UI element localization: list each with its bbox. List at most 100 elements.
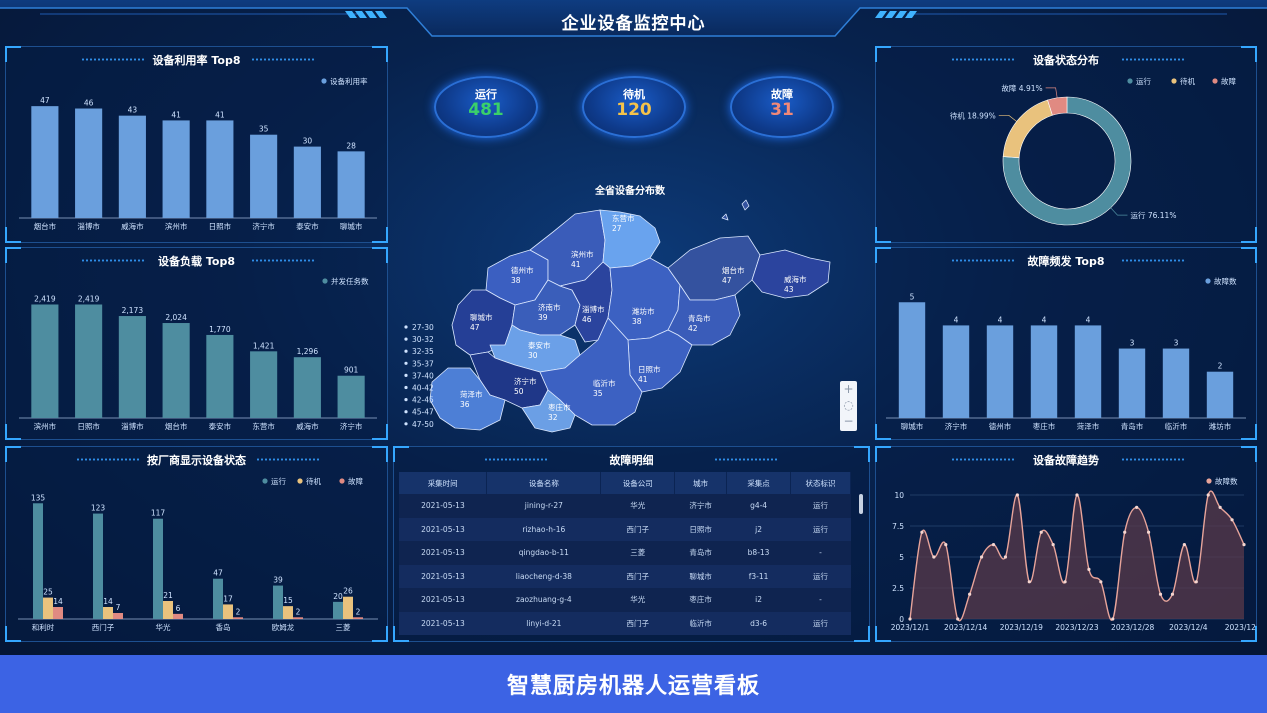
- bar: [213, 578, 223, 619]
- map-zoom-control: + ◌ −: [840, 381, 857, 431]
- map-region-heze[interactable]: [429, 367, 506, 431]
- x-tick-label: 西门子: [92, 623, 115, 632]
- bar: [986, 325, 1014, 418]
- table-header-cell: 状态标识: [790, 472, 851, 494]
- panel-fault-trend: 设备故障趋势 故障数 10 7.5 5 2.5 0 2023/12/1 2023/12/14 2…: [875, 446, 1257, 642]
- table-cell: liaocheng-d-38: [486, 564, 601, 588]
- legend-marker: [339, 478, 345, 484]
- data-point: [1218, 505, 1222, 509]
- donut-slice-label: 故障 4.91%: [1001, 83, 1042, 93]
- table-row[interactable]: 2021-05-13 linyi-d-21 西门子 临沂市 d3-6 运行: [399, 611, 851, 635]
- bar-value-label: 117: [151, 509, 166, 518]
- bar-value-label: 47: [40, 96, 50, 105]
- map-city-value: 36: [460, 400, 470, 409]
- map-city-value: 42: [688, 324, 698, 333]
- table-cell: -: [790, 541, 851, 565]
- bar-value-label: 4: [1086, 315, 1091, 324]
- bar: [1030, 325, 1058, 418]
- zoom-out-button[interactable]: −: [843, 414, 854, 428]
- x-tick-label: 日照市: [77, 421, 100, 431]
- bar: [337, 151, 365, 218]
- zoom-in-button[interactable]: +: [843, 382, 854, 396]
- bar-value-label: 25: [43, 588, 53, 597]
- status-running-value: 481: [468, 100, 504, 120]
- y-tick-label: 2.5: [892, 584, 904, 593]
- panel-title: 设备故障趋势: [1033, 454, 1099, 467]
- data-point: [1015, 493, 1019, 497]
- legend-marker: [1206, 478, 1212, 484]
- bar-value-label: 47: [213, 569, 223, 578]
- bar-value-label: 2: [296, 607, 301, 616]
- bar: [153, 518, 163, 619]
- table-header-cell: 采集点: [726, 472, 792, 494]
- bar: [162, 120, 190, 218]
- bar: [75, 108, 103, 218]
- panel-title: 故障明细: [609, 454, 654, 467]
- bar-value-label: 4: [954, 315, 959, 324]
- data-point: [1027, 580, 1031, 584]
- status-fault: 故障 31: [730, 76, 834, 138]
- bar-value-label: 21: [163, 591, 173, 600]
- table-header-cell: 采集时间: [399, 472, 488, 494]
- map-city-name: 菏泽市: [460, 389, 483, 399]
- data-point: [1111, 617, 1115, 621]
- table-scrollbar[interactable]: [859, 494, 863, 514]
- table-header-cell: 设备名称: [486, 472, 602, 494]
- table-row[interactable]: 2021-05-13 jining-r-27 华光 济宁市 g4-4 运行: [399, 494, 851, 518]
- table-row[interactable]: 2021-05-13 rizhao-h-16 西门子 日照市 j2 运行: [399, 517, 851, 541]
- bar-value-label: 1,296: [297, 347, 319, 356]
- x-tick-label: 2023/12/9: [1225, 623, 1256, 632]
- data-point: [1135, 505, 1139, 509]
- table-cell: qingdao-b-11: [486, 541, 601, 565]
- data-point: [1003, 555, 1008, 559]
- map-region-zaozhuang[interactable]: [521, 389, 576, 433]
- bar-value-label: 4: [1042, 315, 1047, 324]
- bar-value-label: 2: [1218, 362, 1223, 371]
- x-tick-label: 枣庄市: [1033, 421, 1056, 431]
- x-tick-label: 欧姆龙: [272, 622, 295, 632]
- y-tick-label: 10: [894, 491, 904, 500]
- map-legend-marker: [404, 398, 408, 402]
- table-cell: 日照市: [674, 517, 727, 541]
- map-city-value: 39: [538, 313, 548, 322]
- table-cell: i2: [726, 588, 791, 612]
- status-idle: 待机 120: [582, 76, 686, 138]
- bar-value-label: 3: [1130, 339, 1135, 348]
- y-tick-label: 5: [899, 553, 904, 562]
- table-cell: f3-11: [726, 564, 791, 588]
- data-point: [1146, 530, 1151, 534]
- bar: [343, 596, 353, 619]
- x-tick-label: 德州市: [989, 421, 1012, 431]
- map-city-value: 35: [593, 389, 603, 398]
- status-idle-label: 待机: [623, 88, 645, 101]
- zoom-reset-button[interactable]: ◌: [843, 398, 854, 412]
- bar: [75, 304, 103, 418]
- panel-utilization: 设备利用率 Top8 设备利用率 47 烟台市 46 淄博市 43 威海市 41 滨州市 41 日照…: [5, 46, 388, 243]
- bar: [273, 585, 283, 619]
- map-city-value: 27: [612, 224, 622, 233]
- map-city-value: 47: [722, 276, 732, 285]
- table-row[interactable]: 2021-05-13 zaozhuang-g-4 华光 枣庄市 i2-: [399, 588, 851, 612]
- x-tick-label: 济宁市: [340, 421, 363, 431]
- table-row[interactable]: 2021-05-13 liaocheng-d-38 西门子 聊城市 f3-11 运行: [399, 564, 851, 588]
- x-tick-label: 香岛: [216, 622, 231, 632]
- map-region-qingdao[interactable]: [667, 284, 741, 346]
- bar-value-label: 46: [84, 99, 94, 108]
- map-region-weihai[interactable]: [751, 249, 831, 299]
- table-cell: 2021-05-13: [399, 517, 487, 541]
- table-cell: 临沂市: [674, 611, 727, 635]
- map-city-value: 43: [784, 285, 794, 294]
- table-row[interactable]: 2021-05-13 qingdao-b-11 三菱 青岛市 b8-13-: [399, 541, 851, 565]
- map-city-name: 青岛市: [688, 313, 711, 323]
- table-cell: 华光: [600, 588, 675, 612]
- x-tick-label: 东营市: [252, 421, 275, 431]
- table-cell: 2021-05-13: [399, 564, 487, 588]
- x-tick-label: 威海市: [121, 221, 144, 231]
- donut-slice: [1002, 99, 1053, 158]
- bar-value-label: 14: [103, 597, 113, 606]
- table-cell: zaozhuang-g-4: [486, 588, 601, 612]
- map-city-value: 50: [514, 387, 524, 396]
- bar-value-label: 43: [128, 106, 138, 115]
